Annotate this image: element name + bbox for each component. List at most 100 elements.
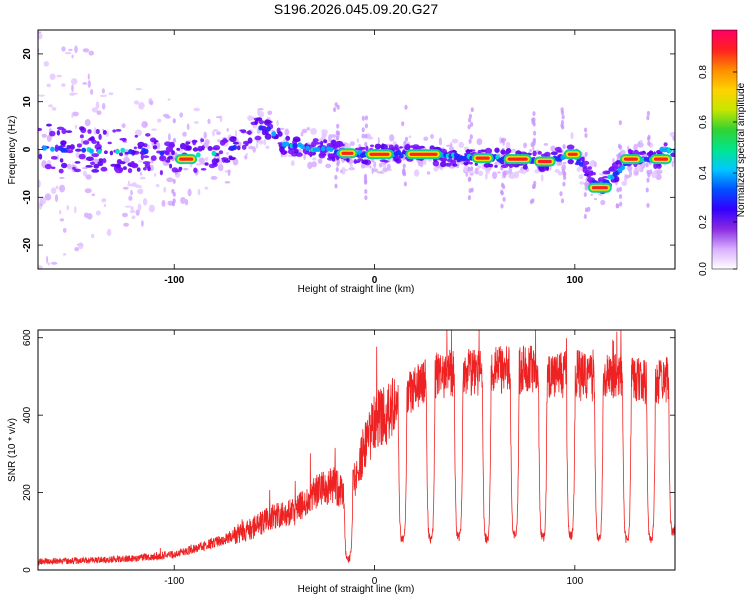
signal-blob <box>550 151 558 156</box>
noise-blob <box>485 166 490 175</box>
noise-blob <box>636 141 644 148</box>
noise-blob <box>91 107 98 113</box>
signal-core <box>292 143 297 149</box>
spectrogram-y-axis-label: Frequency (Hz) <box>7 116 18 185</box>
noise-blob <box>531 198 535 204</box>
spectrogram-y-tick-label: 20 <box>22 48 33 60</box>
signal-blob <box>440 161 447 168</box>
noise-blob <box>307 127 310 131</box>
snr-x-tick-label: 0 <box>372 576 378 587</box>
signal-blob <box>223 159 231 163</box>
noise-blob <box>43 61 49 67</box>
noise-blob <box>212 130 215 137</box>
noise-blob <box>465 171 469 177</box>
noise-blob <box>51 261 58 265</box>
signal-blob <box>176 147 181 151</box>
noise-blob <box>349 163 353 171</box>
noise-blob <box>227 169 231 177</box>
noise-blob <box>612 158 615 163</box>
signal-blob <box>628 149 634 154</box>
noise-blob <box>135 209 140 216</box>
signal-blob <box>193 167 198 173</box>
noise-blob <box>562 171 566 177</box>
noise-blob <box>180 197 186 204</box>
signal-blob <box>500 149 506 155</box>
colorbar-tick-label: 0.2 <box>698 215 709 229</box>
noise-blob <box>172 178 176 184</box>
noise-blob <box>336 130 341 136</box>
noise-blob <box>59 218 65 222</box>
signal-blob <box>44 163 52 170</box>
noise-blob <box>165 115 171 119</box>
noise-blob <box>65 51 72 55</box>
signal-blob <box>58 168 64 174</box>
signal-core <box>305 145 310 151</box>
signal-blob <box>544 151 551 158</box>
spectrogram-x-axis-label: Height of straight line (km) <box>298 284 415 295</box>
signal-blob <box>355 147 360 151</box>
noise-blob <box>139 185 142 189</box>
signal-blob <box>468 161 473 165</box>
noise-blob <box>276 119 279 127</box>
signal-blob <box>171 150 175 156</box>
noise-blob <box>38 33 43 40</box>
noise-blob <box>135 87 142 91</box>
noise-blob <box>134 129 142 137</box>
noise-blob <box>70 78 78 85</box>
signal-blob <box>145 133 151 137</box>
noise-blob <box>426 171 431 175</box>
noise-blob <box>106 228 112 237</box>
noise-blob <box>224 181 231 184</box>
signal-blob <box>59 158 64 163</box>
signal-core <box>620 165 626 171</box>
snr-panel: -100 0 100 0 200 400 600 Height of straight l… <box>7 329 676 595</box>
signal-blob <box>115 163 121 168</box>
noise-blob <box>44 193 52 201</box>
noise-blob <box>123 156 130 164</box>
signal-blob <box>93 163 100 169</box>
snr-x-axis-label: Height of straight line (km) <box>298 584 415 595</box>
signal-blob <box>327 153 332 158</box>
noise-blob <box>430 134 434 139</box>
noise-blob <box>584 127 588 133</box>
noise-blob <box>593 198 598 201</box>
noise-blob <box>364 189 368 194</box>
noise-blob <box>131 182 137 187</box>
signal-blob <box>346 157 350 163</box>
noise-blob <box>84 188 92 194</box>
noise-blob <box>39 196 47 205</box>
noise-blob <box>171 188 175 194</box>
noise-blob <box>339 169 343 173</box>
noise-blob <box>204 186 209 190</box>
noise-blob <box>584 151 588 157</box>
noise-blob <box>149 100 154 106</box>
noise-blob <box>367 136 374 140</box>
noise-blob <box>193 107 200 112</box>
signal-blob <box>582 166 588 173</box>
noise-blob <box>467 124 471 130</box>
signal-blob <box>192 147 199 152</box>
noise-blob <box>533 180 537 186</box>
signal-blob <box>579 157 585 161</box>
noise-blob <box>167 133 171 141</box>
signal-blob <box>500 164 509 169</box>
signal-blob <box>219 139 226 146</box>
signal-blob <box>388 144 394 150</box>
noise-blob <box>560 120 565 125</box>
signal-blob <box>247 137 253 144</box>
signal-blob <box>169 141 175 148</box>
noise-blob <box>500 203 504 209</box>
noise-blob <box>408 135 412 139</box>
signal-blob <box>200 138 205 142</box>
noise-blob <box>172 118 176 124</box>
noise-blob <box>584 133 588 138</box>
snr-y-tick-label: 200 <box>22 484 33 501</box>
noise-blob <box>671 161 674 168</box>
noise-blob <box>310 127 317 135</box>
signal-core <box>315 146 321 152</box>
noise-blob <box>103 203 107 208</box>
noise-blob <box>382 164 386 169</box>
noise-blob <box>311 161 317 168</box>
noise-blob <box>557 171 563 176</box>
signal-blob <box>159 155 167 162</box>
